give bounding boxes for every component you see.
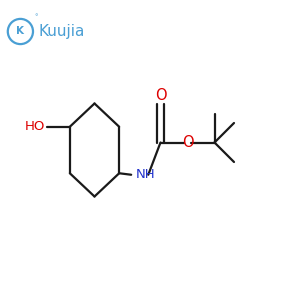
Text: O: O [155, 88, 166, 103]
Text: Kuujia: Kuujia [38, 24, 85, 39]
Text: HO: HO [25, 120, 45, 133]
Text: °: ° [34, 14, 38, 20]
Text: O: O [182, 135, 193, 150]
Text: K: K [16, 26, 24, 37]
Text: NH: NH [136, 168, 155, 181]
